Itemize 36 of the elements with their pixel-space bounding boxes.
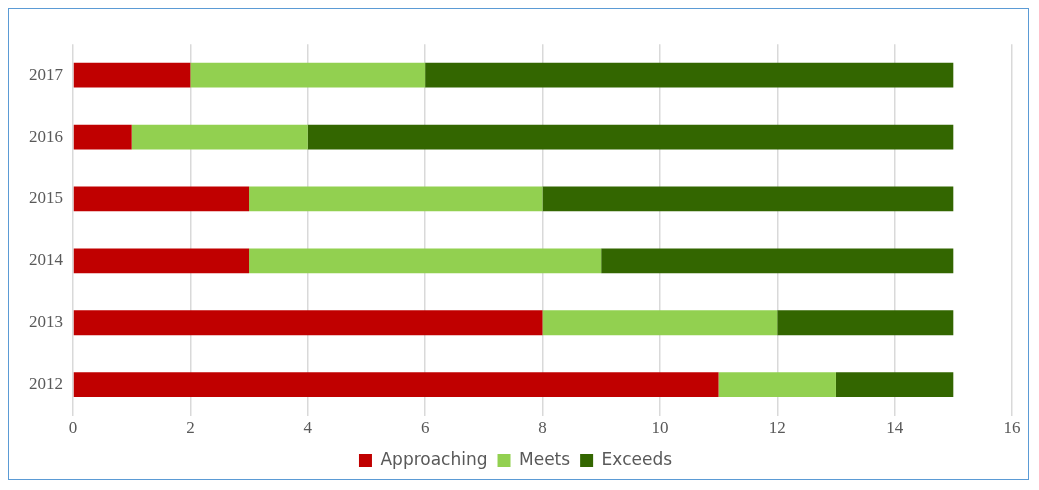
x-tick-label: 12: [768, 418, 786, 438]
x-tick-label: 4: [303, 418, 313, 438]
bar: [73, 248, 250, 274]
bar: [190, 62, 426, 88]
bar: [835, 372, 954, 398]
y-tick-label: 2016: [29, 126, 63, 146]
x-tick-label: 2: [186, 418, 195, 438]
bar: [425, 62, 954, 88]
bar: [601, 248, 954, 274]
x-tick-label: 16: [1003, 418, 1021, 438]
x-tick-label: 0: [68, 418, 78, 438]
legend-label: Meets: [519, 448, 571, 469]
bar: [777, 310, 954, 336]
x-tick-label: 14: [886, 418, 904, 438]
x-tick-label: 6: [420, 418, 430, 438]
bar: [307, 124, 954, 150]
bar: [73, 372, 719, 398]
legend-label: Approaching: [380, 448, 488, 469]
x-tick-label: 10: [651, 418, 669, 438]
bar: [131, 124, 308, 150]
bar: [73, 62, 191, 88]
bar: [542, 186, 954, 212]
bar: [718, 372, 836, 398]
x-tick-label: 8: [538, 418, 547, 438]
bar: [73, 310, 543, 336]
legend-label: Exceeds: [601, 448, 673, 469]
y-tick-label: 2014: [29, 250, 64, 270]
bar: [73, 186, 250, 212]
bar: [249, 248, 602, 274]
y-tick-label: 2015: [29, 188, 63, 208]
bar: [73, 124, 132, 150]
y-tick-label: 2013: [29, 312, 63, 332]
y-tick-label: 2017: [29, 64, 64, 84]
y-tick-label: 2012: [29, 374, 63, 394]
bar: [542, 310, 778, 336]
bar: [249, 186, 543, 212]
